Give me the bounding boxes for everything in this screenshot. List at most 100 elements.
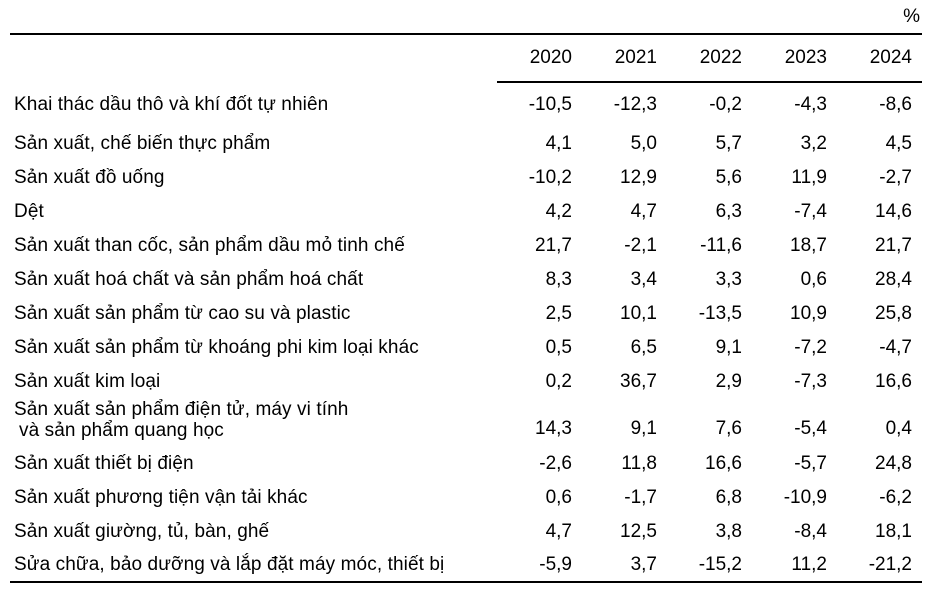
value-cell: 14,3 <box>535 418 572 439</box>
value-cell: 16,6 <box>875 370 912 392</box>
row-label: Sửa chữa, bảo dưỡng và lắp đặt máy móc, … <box>14 554 445 575</box>
table-row: Sản xuất sản phẩm từ cao su và plastic 2,… <box>10 296 922 330</box>
value-cell: 5,6 <box>715 166 742 188</box>
value-cell: 3,7 <box>630 554 657 575</box>
value-cell: 16,6 <box>705 452 742 474</box>
row-label-column-header <box>10 34 497 82</box>
value-cell: -12,3 <box>613 94 657 115</box>
value-cell: -0,2 <box>709 94 742 115</box>
value-cell: 4,2 <box>545 200 572 222</box>
value-cell: 4,7 <box>545 520 572 542</box>
row-label: Sản xuất kim loại <box>14 370 161 392</box>
value-cell: -2,7 <box>879 166 912 188</box>
value-cell: 3,3 <box>715 268 742 290</box>
value-cell: -4,7 <box>879 336 912 358</box>
row-label: Sản xuất đồ uống <box>14 166 165 188</box>
row-label: Dệt <box>14 200 44 222</box>
table-head: 2020 2021 2022 2023 2024 <box>10 34 922 83</box>
table-row: Khai thác dầu thô và khí đốt tự nhiên -10… <box>10 82 922 126</box>
table-row: Sản xuất phương tiện vận tải khác 0,6 -1,7… <box>10 480 922 514</box>
value-cell: -13,5 <box>698 302 742 324</box>
value-cell: 6,8 <box>715 486 742 508</box>
value-cell: 25,8 <box>875 302 912 324</box>
value-cell: 6,3 <box>715 200 742 222</box>
value-cell: 9,1 <box>715 336 742 358</box>
value-cell: 11,9 <box>791 166 827 188</box>
value-cell: -5,4 <box>794 418 827 439</box>
value-cell: -4,3 <box>794 94 827 115</box>
value-cell: 10,9 <box>790 302 827 324</box>
table-row: Sản xuất sản phẩm từ khoáng phi kim loại… <box>10 330 922 364</box>
value-cell: 3,4 <box>630 268 657 290</box>
column-header-2024: 2024 <box>837 34 922 83</box>
value-cell: -5,9 <box>539 554 572 575</box>
value-cell: 36,7 <box>620 370 657 392</box>
table-row: Sản xuất sản phẩm điện tử, máy vi tính và… <box>10 398 922 446</box>
value-cell: 11,8 <box>621 452 657 474</box>
value-cell: 4,7 <box>630 200 657 222</box>
data-table: 2020 2021 2022 2023 2024 Khai thác dầu thô v… <box>10 33 922 583</box>
value-cell: 6,5 <box>630 336 657 358</box>
value-cell: -10,9 <box>783 486 827 508</box>
value-cell: 7,6 <box>715 418 742 439</box>
table-row: Dệt 4,2 4,7 6,3 -7,4 14,6 <box>10 194 922 228</box>
value-cell: 0,6 <box>545 486 572 508</box>
value-cell: 2,9 <box>715 370 742 392</box>
value-cell: 8,3 <box>545 268 572 290</box>
unit-label: % <box>903 6 920 27</box>
row-label: Sản xuất sản phẩm từ khoáng phi kim loại… <box>14 336 419 358</box>
value-cell: 3,2 <box>800 132 827 154</box>
value-cell: 21,7 <box>875 234 912 256</box>
column-header-2021: 2021 <box>582 34 667 83</box>
table-row: Sản xuất giường, tủ, bàn, ghế 4,7 12,5 3,8 -… <box>10 514 922 548</box>
value-cell: -1,7 <box>624 486 657 508</box>
table-row: Sản xuất hoá chất và sản phẩm hoá chất 8,… <box>10 262 922 296</box>
value-cell: 3,8 <box>715 520 742 542</box>
table-row: Sản xuất, chế biến thực phẩm 4,1 5,0 5,7 3,2… <box>10 126 922 160</box>
value-cell: -10,5 <box>528 94 572 115</box>
row-label: Sản xuất sản phẩm từ cao su và plastic <box>14 302 351 324</box>
value-cell: 0,5 <box>545 336 572 358</box>
value-cell: 28,4 <box>875 268 912 290</box>
value-cell: -8,4 <box>794 520 827 542</box>
row-label-line2: và sản phẩm quang học <box>19 420 224 441</box>
row-label: Sản xuất thiết bị điện <box>14 452 194 474</box>
table-row: Sản xuất kim loại 0,2 36,7 2,9 -7,3 16,6 <box>10 364 922 398</box>
value-cell: 4,5 <box>885 132 912 154</box>
value-cell: -6,2 <box>879 486 912 508</box>
value-cell: 5,7 <box>715 132 742 154</box>
value-cell: 24,8 <box>875 452 912 474</box>
column-header-2023: 2023 <box>752 34 837 83</box>
table-row: Sửa chữa, bảo dưỡng và lắp đặt máy móc, … <box>10 548 922 582</box>
value-cell: 12,9 <box>620 166 657 188</box>
value-cell: 9,1 <box>630 418 657 439</box>
value-cell: -2,6 <box>539 452 572 474</box>
value-cell: -15,2 <box>698 554 742 575</box>
table-header-row: 2020 2021 2022 2023 2024 <box>10 34 922 83</box>
value-cell: -7,3 <box>794 370 827 392</box>
value-cell: 2,5 <box>545 302 572 324</box>
value-cell: 21,7 <box>535 234 572 256</box>
table-row: Sản xuất thiết bị điện -2,6 11,8 16,6 -5,7 24… <box>10 446 922 480</box>
row-label: Sản xuất, chế biến thực phẩm <box>14 132 271 154</box>
value-cell: -7,2 <box>794 336 827 358</box>
column-header-2022: 2022 <box>667 34 752 83</box>
value-cell: -2,1 <box>624 234 657 256</box>
row-label-line1: Sản xuất sản phẩm điện tử, máy vi tính <box>14 399 349 420</box>
value-cell: -5,7 <box>794 452 827 474</box>
value-cell: 4,1 <box>545 132 572 154</box>
table-row: Sản xuất than cốc, sản phẩm dầu mỏ tinh … <box>10 228 922 262</box>
value-cell: -21,2 <box>868 554 912 575</box>
value-cell: 12,5 <box>620 520 657 542</box>
row-label: Sản xuất sản phẩm điện tử, máy vi tính và… <box>10 398 497 446</box>
row-label: Sản xuất than cốc, sản phẩm dầu mỏ tinh … <box>14 234 405 256</box>
table-row: Sản xuất đồ uống -10,2 12,9 5,6 11,9 -2,7 <box>10 160 922 194</box>
value-cell: -7,4 <box>794 200 827 222</box>
value-cell: 14,6 <box>875 200 912 222</box>
value-cell: 18,1 <box>875 520 912 542</box>
table-body: Khai thác dầu thô và khí đốt tự nhiên -10… <box>10 82 922 582</box>
row-label: Khai thác dầu thô và khí đốt tự nhiên <box>14 93 329 115</box>
value-cell: -8,6 <box>879 94 912 115</box>
value-cell: 5,0 <box>630 132 657 154</box>
value-cell: 10,1 <box>620 302 657 324</box>
